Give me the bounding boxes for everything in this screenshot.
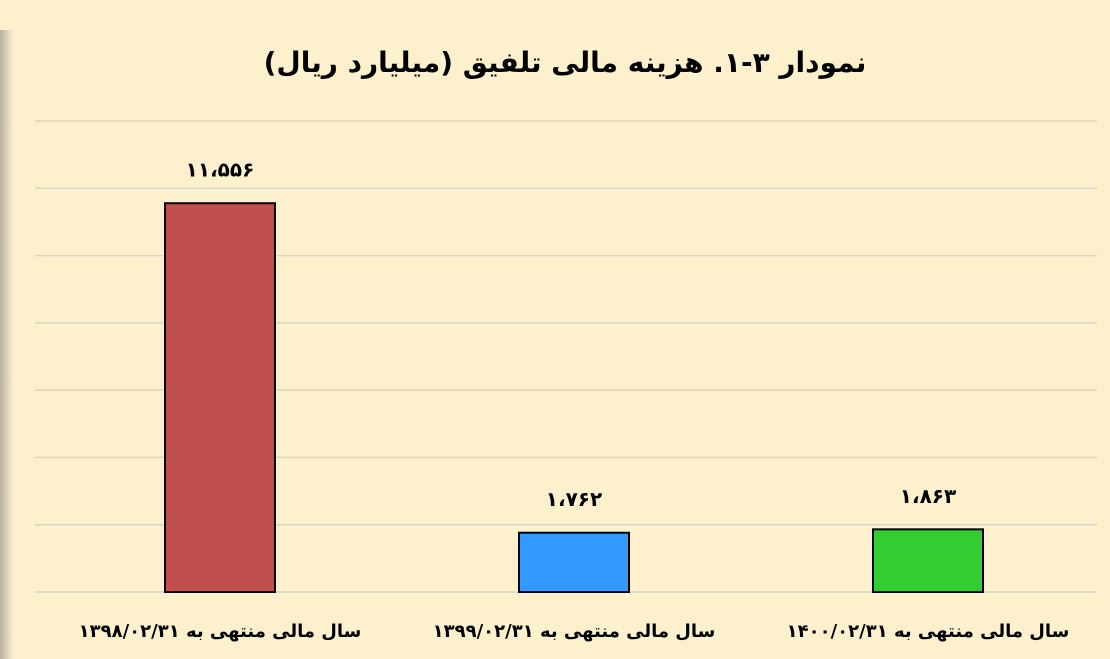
x-tick-label: سال مالی منتهی به ۱۴۰۰/۰۲/۳۱ [787,621,1070,642]
bar [872,528,984,594]
bar [518,531,630,594]
x-tick-label: سال مالی منتهی به ۱۳۹۹/۰۲/۳۱ [433,621,716,642]
shadow [0,30,14,659]
value-label: ۱،۷۶۲ [546,487,602,511]
value-label: ۱۱،۵۵۶ [186,158,255,182]
bar [164,202,276,593]
x-tick-label: سال مالی منتهی به ۱۳۹۸/۰۲/۳۱ [79,621,362,642]
value-label: ۱،۸۶۳ [900,484,956,508]
chart-title: نمودار ۳-۱. هزینه مالی تلفیق (میلیارد ری… [264,46,867,79]
